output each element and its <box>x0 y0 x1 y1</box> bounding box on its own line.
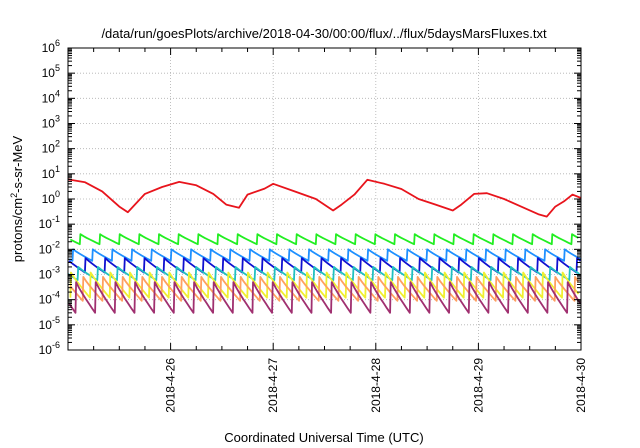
y-tick-labels: 10-6 10-5 10-4 10-3 10-2 10-1 100 101 102 103 104 1… <box>39 38 60 357</box>
series-line <box>69 271 580 299</box>
x-tick-label: 2018-4-26 <box>164 358 178 413</box>
y-tick-label: 100 <box>42 189 60 206</box>
y-tick-label: 10-3 <box>39 265 60 282</box>
y-tick-label: 10-6 <box>39 340 60 357</box>
series-line <box>68 248 582 262</box>
y-tick-label: 104 <box>42 88 60 105</box>
y-tick-label: 102 <box>42 139 60 156</box>
grid-lines <box>68 48 581 350</box>
series-line <box>67 178 582 218</box>
y-axis-label: protons/cm2-s-sr-MeV <box>9 135 25 262</box>
x-tick-labels: 2018-4-26 2018-4-27 2018-4-28 2018-4-29 2018… <box>164 358 588 413</box>
series-line <box>69 275 579 302</box>
x-axis-label: Coordinated Universal Time (UTC) <box>224 430 423 445</box>
y-tick-label: 10-5 <box>39 315 60 332</box>
x-tick-label: 2018-4-28 <box>369 358 383 413</box>
y-tick-label: 106 <box>42 38 60 55</box>
y-tick-label: 105 <box>42 63 60 80</box>
y-tick-label: 10-2 <box>39 239 60 256</box>
axis-ticks <box>68 47 582 351</box>
x-tick-label: 2018-4-27 <box>266 358 280 413</box>
x-tick-label: 2018-4-29 <box>471 358 485 413</box>
series-layer <box>67 178 582 314</box>
series-line <box>69 233 579 246</box>
y-tick-label: 10-4 <box>39 290 60 307</box>
series-line <box>68 281 582 314</box>
x-tick-label: 2018-4-30 <box>574 358 588 413</box>
chart-title: /data/run/goesPlots/archive/2018-04-30/0… <box>101 26 547 41</box>
y-tick-label: 103 <box>42 114 60 131</box>
y-tick-label: 101 <box>42 164 60 181</box>
y-tick-label: 10-1 <box>39 214 60 231</box>
